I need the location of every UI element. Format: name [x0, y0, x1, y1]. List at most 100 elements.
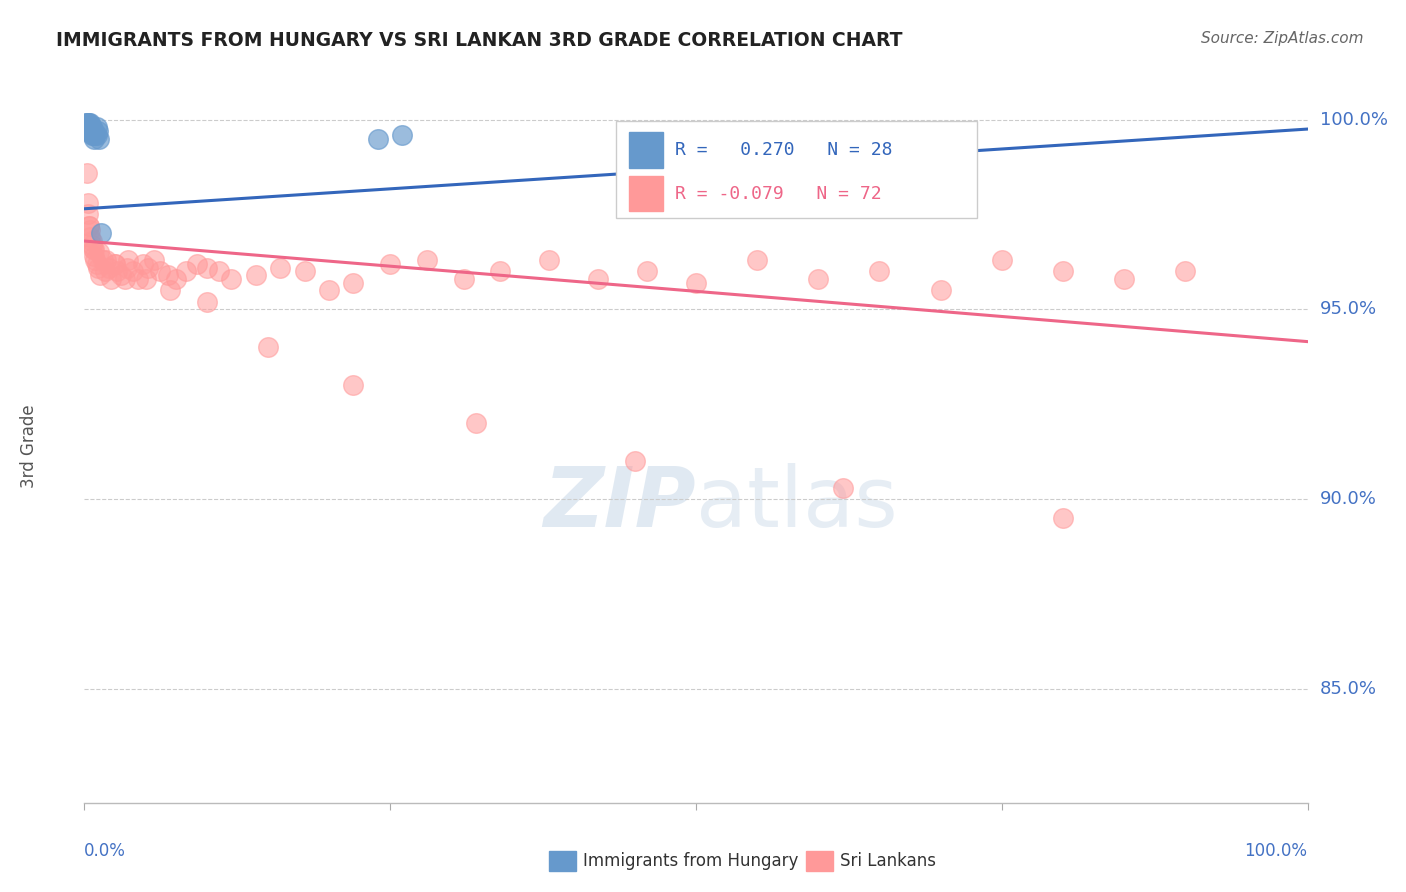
Point: [114, 272, 136, 286]
Point: [76, 120, 98, 135]
Point: [79, 116, 101, 130]
Text: 90.0%: 90.0%: [1320, 490, 1376, 508]
Point: [186, 257, 208, 271]
Point: [77, 124, 100, 138]
Point: [807, 272, 830, 286]
Point: [269, 260, 291, 275]
Point: [117, 252, 139, 267]
Point: [464, 416, 486, 430]
Text: R =   0.270   N = 28: R = 0.270 N = 28: [675, 141, 893, 159]
Text: Immigrants from Hungary: Immigrants from Hungary: [583, 852, 799, 870]
Point: [380, 257, 402, 271]
Point: [84, 252, 107, 267]
Point: [96, 252, 118, 267]
Text: IMMIGRANTS FROM HUNGARY VS SRI LANKAN 3RD GRADE CORRELATION CHART: IMMIGRANTS FROM HUNGARY VS SRI LANKAN 3R…: [56, 31, 903, 50]
Point: [127, 272, 149, 286]
Point: [1174, 264, 1197, 278]
Text: 100.0%: 100.0%: [1320, 111, 1388, 128]
Point: [80, 234, 103, 248]
Point: [86, 128, 108, 142]
Point: [453, 272, 475, 286]
Point: [294, 264, 316, 278]
Point: [208, 264, 231, 278]
Point: [143, 252, 166, 267]
Point: [416, 252, 439, 267]
FancyBboxPatch shape: [628, 132, 664, 168]
Point: [110, 268, 132, 283]
Text: R = -0.079   N = 72: R = -0.079 N = 72: [675, 185, 882, 202]
Point: [91, 252, 114, 267]
Point: [104, 257, 127, 271]
Point: [318, 284, 340, 298]
Point: [159, 284, 181, 298]
Point: [86, 120, 108, 135]
Point: [1052, 264, 1074, 278]
FancyBboxPatch shape: [806, 851, 832, 871]
Point: [94, 264, 117, 278]
Point: [132, 257, 155, 271]
Point: [149, 264, 172, 278]
Point: [195, 260, 218, 275]
Point: [77, 120, 100, 135]
Point: [869, 264, 891, 278]
Point: [87, 245, 110, 260]
Point: [489, 264, 512, 278]
Point: [87, 260, 110, 275]
Point: [76, 166, 98, 180]
Point: [245, 268, 267, 283]
Point: [648, 128, 671, 142]
Point: [636, 264, 658, 278]
Text: 85.0%: 85.0%: [1320, 680, 1376, 698]
Point: [83, 242, 105, 256]
Point: [83, 249, 105, 263]
Point: [77, 196, 100, 211]
Point: [84, 128, 107, 142]
Point: [83, 131, 105, 145]
Point: [77, 120, 100, 135]
Point: [831, 481, 853, 495]
Point: [135, 272, 157, 286]
Point: [115, 260, 138, 275]
Point: [1052, 511, 1074, 525]
Point: [636, 124, 658, 138]
Point: [136, 260, 159, 275]
Point: [80, 237, 103, 252]
FancyBboxPatch shape: [550, 851, 576, 871]
Point: [747, 252, 769, 267]
Point: [156, 268, 179, 283]
Point: [104, 257, 127, 271]
Point: [79, 120, 101, 135]
Text: ZIP: ZIP: [543, 463, 696, 543]
Point: [82, 242, 104, 256]
Text: 95.0%: 95.0%: [1320, 301, 1376, 318]
Point: [77, 116, 100, 130]
Point: [87, 124, 110, 138]
Text: 3rd Grade: 3rd Grade: [20, 404, 38, 488]
Point: [77, 219, 100, 233]
Point: [257, 340, 280, 354]
FancyBboxPatch shape: [628, 176, 664, 211]
Point: [89, 268, 111, 283]
Point: [165, 272, 187, 286]
Point: [83, 124, 105, 138]
Point: [100, 272, 122, 286]
Point: [97, 260, 120, 275]
Point: [342, 276, 364, 290]
Point: [80, 124, 103, 138]
Point: [87, 131, 110, 145]
Point: [1114, 272, 1136, 286]
Point: [75, 116, 97, 130]
Point: [80, 120, 103, 135]
Point: [77, 219, 100, 233]
Text: 0.0%: 0.0%: [84, 842, 127, 860]
FancyBboxPatch shape: [616, 121, 977, 218]
Point: [342, 378, 364, 392]
Point: [77, 116, 100, 130]
Point: [82, 128, 104, 142]
Point: [80, 128, 103, 142]
Point: [79, 222, 101, 236]
Point: [990, 252, 1012, 267]
Point: [219, 272, 242, 286]
Point: [538, 252, 561, 267]
Point: [90, 227, 112, 241]
